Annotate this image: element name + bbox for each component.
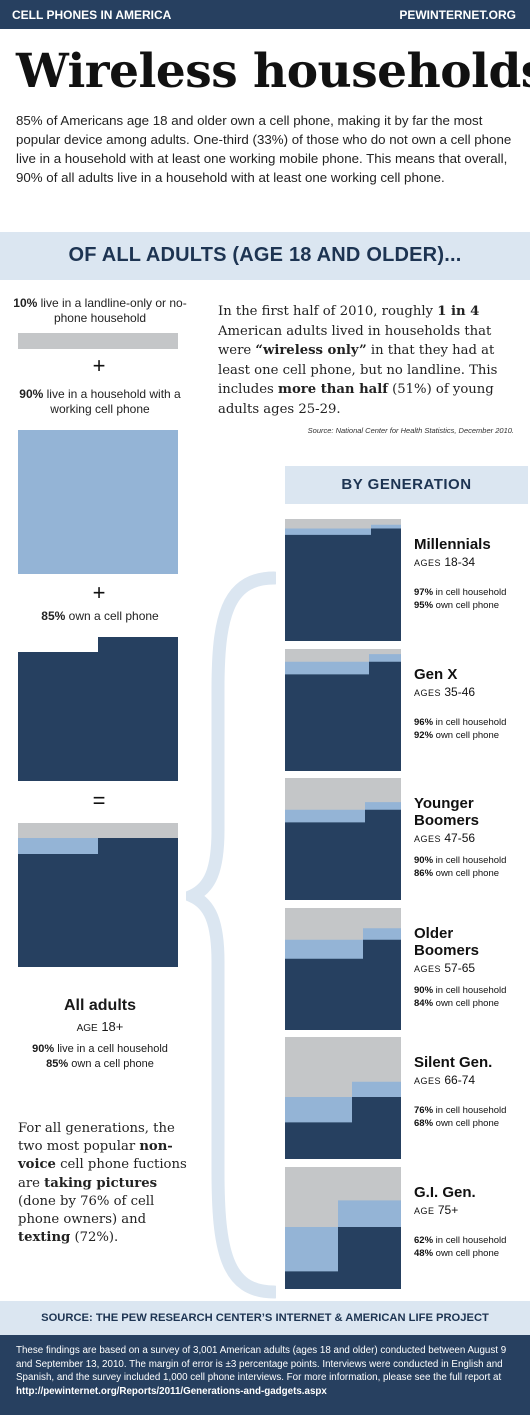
plus-sign-1: + <box>92 353 106 378</box>
landline-text: live in a landline-only or no-phone hous… <box>37 296 187 325</box>
all-adults-block <box>18 823 178 967</box>
wireless-story: In the first half of 2010, roughly 1 in … <box>218 304 498 417</box>
generation-name: Silent Gen. <box>414 1054 493 1071</box>
all-adults-stat-2: 85% own a cell phone <box>46 1058 154 1070</box>
no-cell-area <box>285 649 401 662</box>
household-stat: 96% in cell household <box>414 717 507 728</box>
section-band-title: OF ALL ADULTS (AGE 18 AND OLDER)... <box>68 244 462 266</box>
page-title: Wireless households <box>16 44 530 99</box>
household-stat: 62% in cell household <box>414 1235 507 1246</box>
generation-stats: 97% in cell household 95% own cell phone <box>414 587 526 612</box>
own-stat: 48% own cell phone <box>414 1247 500 1259</box>
household-stat: 90% in cell household <box>414 985 507 996</box>
no-cell-area <box>285 1167 401 1227</box>
generation-block <box>285 778 401 900</box>
generation-label: Younger Boomers AGES 47-56 90% in cell hous… <box>414 795 526 880</box>
generation-block <box>285 908 401 1030</box>
generation-ages: AGES 18-34 <box>414 555 476 569</box>
generation-name: Older Boomers <box>414 925 480 959</box>
own-stat: 95% own cell phone <box>414 599 500 611</box>
all-adults-age: AGE 18+ <box>76 1019 124 1034</box>
generation-name: Younger Boomers <box>414 795 480 829</box>
source-band-text: SOURCE: THE PEW RESEARCH CENTER’S INTERN… <box>41 1312 489 1324</box>
generation-stats: 90% in cell household 84% own cell phone <box>414 985 526 1010</box>
own-stat: 92% own cell phone <box>414 729 500 741</box>
generation-stats: 96% in cell household 92% own cell phone <box>414 717 526 742</box>
all-adults-name: All adults <box>63 997 136 1014</box>
footer-text: These findings are based on a survey of … <box>16 1345 507 1397</box>
no-cell-area <box>285 519 401 529</box>
generation-block <box>285 519 401 641</box>
generation-name: Millennials <box>414 536 491 553</box>
household-stat: 97% in cell household <box>414 587 507 598</box>
section-label: CELL PHONES IN AMERICA <box>12 8 172 22</box>
landline-pct: 10% <box>13 296 38 310</box>
generation-stats: 90% in cell household 86% own cell phone <box>414 855 526 880</box>
equals-sign: = <box>92 788 106 813</box>
generation-label: Millennials AGES 18-34 97% in cell househo… <box>414 536 526 612</box>
top-bar: CELL PHONES IN AMERICA PEWINTERNET.ORG <box>0 0 530 29</box>
generation-stats: 76% in cell household 68% own cell phone <box>414 1105 526 1130</box>
generation-stats: 62% in cell household 48% own cell phone <box>414 1235 526 1260</box>
generation-header: BY GENERATION <box>285 466 528 504</box>
source-band: SOURCE: THE PEW RESEARCH CENTER’S INTERN… <box>0 1301 530 1335</box>
report-link[interactable]: http://pewinternet.org/Reports/2011/Gene… <box>16 1385 327 1397</box>
landline-caption: 10% live in a landline-only or no-phone … <box>0 296 200 326</box>
own-text: own a cell phone <box>65 609 159 623</box>
own-block <box>18 637 178 781</box>
generation-label: Silent Gen. AGES 66-74 76% in cell househo… <box>414 1054 526 1130</box>
all-adults-label: All adults AGE 18+ 90% live in a cell ho… <box>0 997 200 1072</box>
household-pct: 90% <box>19 387 44 401</box>
brace-graphic <box>186 571 276 1299</box>
story-source: Source: National Center for Health Stati… <box>307 426 514 435</box>
generation-ages: AGES 66-74 <box>414 1073 476 1087</box>
popular-functions-text: For all generations, the two most popula… <box>18 1121 187 1246</box>
own-stat: 84% own cell phone <box>414 997 500 1009</box>
generation-name: Gen X <box>414 666 458 683</box>
generation-block <box>285 649 401 771</box>
section-band: OF ALL ADULTS (AGE 18 AND OLDER)... <box>0 232 530 280</box>
household-stat: 76% in cell household <box>414 1105 507 1116</box>
landline-block <box>18 333 178 349</box>
generation-title: BY GENERATION <box>341 476 472 493</box>
no-cell-area <box>285 1037 401 1097</box>
household-block <box>18 430 178 574</box>
generation-label: Gen X AGES 35-46 96% in cell household 92% … <box>414 666 526 742</box>
generation-ages: AGE 75+ <box>414 1203 459 1217</box>
generation-label: G.I. Gen. AGE 75+ 62% in cell household 48%… <box>414 1184 526 1260</box>
footer: These findings are based on a survey of … <box>0 1335 530 1415</box>
plus-sign-2: + <box>92 580 106 605</box>
no-cell-area <box>285 778 401 810</box>
household-caption: 90% live in a household with a working c… <box>0 387 200 417</box>
generation-block <box>285 1167 401 1289</box>
generation-label: Older Boomers AGES 57-65 90% in cell househ… <box>414 925 526 1010</box>
own-caption: 85% own a cell phone <box>0 609 200 624</box>
no-cell-area <box>285 908 401 940</box>
generation-ages: AGES 57-65 <box>414 961 476 975</box>
own-pct: 85% <box>41 609 66 623</box>
own-stat: 86% own cell phone <box>414 867 500 879</box>
household-stat: 90% in cell household <box>414 855 507 866</box>
all-adults-stat-1: 90% live in a cell household <box>32 1043 168 1055</box>
own-stat: 68% own cell phone <box>414 1117 500 1129</box>
household-text: live in a household with a working cell … <box>43 387 181 416</box>
generation-ages: AGES 47-56 <box>414 831 476 845</box>
own-area <box>285 519 401 641</box>
generation-block <box>285 1037 401 1159</box>
intro-paragraph: 85% of Americans age 18 and older own a … <box>16 113 512 185</box>
generation-ages: AGES 35-46 <box>414 685 476 699</box>
generation-name: G.I. Gen. <box>414 1184 476 1201</box>
site-link[interactable]: PEWINTERNET.ORG <box>399 8 516 22</box>
